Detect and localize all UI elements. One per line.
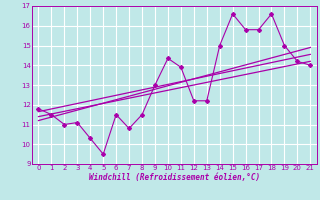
X-axis label: Windchill (Refroidissement éolien,°C): Windchill (Refroidissement éolien,°C) — [89, 173, 260, 182]
